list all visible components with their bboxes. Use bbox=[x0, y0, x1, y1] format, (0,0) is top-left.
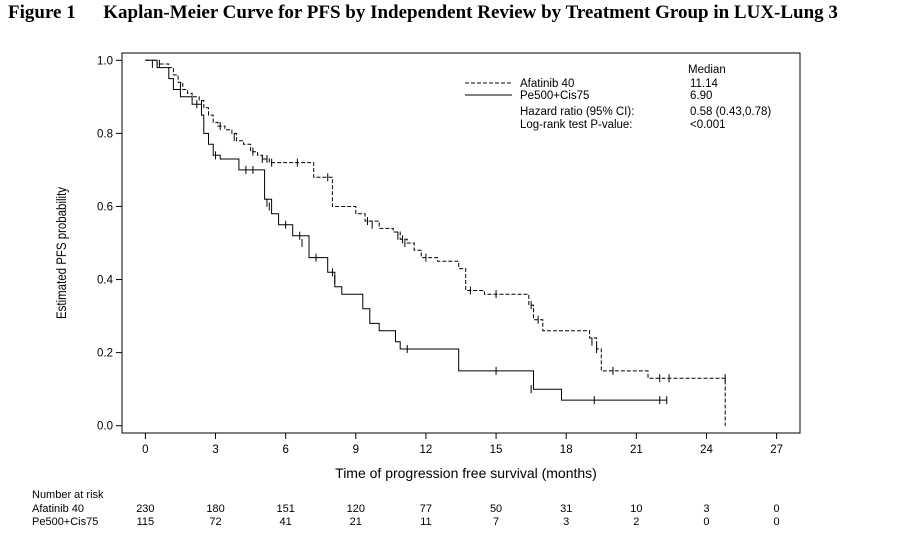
x-tick-label: 27 bbox=[770, 444, 783, 456]
y-axis-label: Estimated PFS probability bbox=[53, 186, 69, 319]
figure-number: Figure 1 bbox=[8, 2, 76, 23]
risk-table-value: 72 bbox=[209, 516, 221, 528]
risk-table-value: 2 bbox=[633, 516, 639, 528]
risk-table-value: 180 bbox=[206, 503, 224, 515]
risk-table-value: 3 bbox=[703, 503, 709, 515]
risk-table-value: 21 bbox=[350, 516, 362, 528]
legend-series-name: Pe500+Cis75 bbox=[520, 90, 589, 102]
x-tick-label: 12 bbox=[420, 444, 433, 456]
risk-table-value: 230 bbox=[136, 503, 154, 515]
risk-table-value: 3 bbox=[563, 516, 569, 528]
y-tick-label: 0.6 bbox=[97, 201, 113, 213]
legend-median-value: 6.90 bbox=[690, 90, 712, 102]
legend-median-header: Median bbox=[688, 64, 726, 76]
y-tick-label: 0.8 bbox=[97, 128, 113, 140]
x-tick-label: 21 bbox=[630, 444, 643, 456]
x-axis-label: Time of progression free survival (month… bbox=[335, 465, 597, 481]
risk-table-value: 120 bbox=[347, 503, 365, 515]
y-tick-label: 0.4 bbox=[97, 275, 114, 287]
x-tick-label: 9 bbox=[353, 444, 359, 456]
risk-table-value: 7 bbox=[493, 516, 499, 528]
km-curve-pemetrexed bbox=[145, 59, 667, 401]
figure-title-text: Kaplan-Meier Curve for PFS by Independen… bbox=[103, 2, 838, 23]
risk-table-row-label: Afatinib 40 bbox=[32, 503, 84, 515]
km-curve-afatinib bbox=[145, 59, 726, 426]
risk-table-value: 31 bbox=[560, 503, 572, 515]
risk-table-value: 50 bbox=[490, 503, 502, 515]
risk-table-row-label: Pe500+Cis75 bbox=[32, 516, 98, 528]
y-tick-label: 1.0 bbox=[97, 55, 113, 67]
risk-table-value: 11 bbox=[420, 516, 431, 528]
legend-pvalue-value: <0.001 bbox=[690, 119, 726, 131]
y-tick-label: 0.2 bbox=[97, 348, 113, 360]
x-tick-label: 24 bbox=[700, 444, 713, 456]
x-tick-label: 18 bbox=[560, 444, 573, 456]
risk-table-value: 77 bbox=[420, 503, 432, 515]
legend-hazard-label: Hazard ratio (95% CI): bbox=[520, 106, 634, 118]
legend-median-value: 11.14 bbox=[690, 78, 719, 90]
legend-pvalue-label: Log-rank test P-value: bbox=[520, 119, 633, 131]
risk-table-value: 0 bbox=[774, 516, 780, 528]
risk-table-value: 41 bbox=[280, 516, 292, 528]
risk-table-value: 0 bbox=[703, 516, 709, 528]
x-tick-label: 15 bbox=[490, 444, 503, 456]
x-tick-label: 3 bbox=[212, 444, 218, 456]
risk-table-header: Number at risk bbox=[32, 489, 104, 501]
risk-table-value: 10 bbox=[630, 503, 642, 515]
plot-frame bbox=[121, 52, 801, 434]
risk-table-value: 0 bbox=[774, 503, 780, 515]
risk-table-value: 151 bbox=[276, 503, 294, 515]
x-tick-label: 0 bbox=[142, 444, 148, 456]
legend-hazard-value: 0.58 (0.43,0.78) bbox=[690, 106, 771, 118]
figure-title: Figure 1 Kaplan-Meier Curve for PFS by I… bbox=[8, 2, 920, 24]
y-tick-label: 0.0 bbox=[97, 421, 113, 433]
legend-series-name: Afatinib 40 bbox=[520, 78, 574, 90]
risk-table-value: 115 bbox=[137, 516, 155, 528]
x-tick-label: 6 bbox=[282, 444, 288, 456]
